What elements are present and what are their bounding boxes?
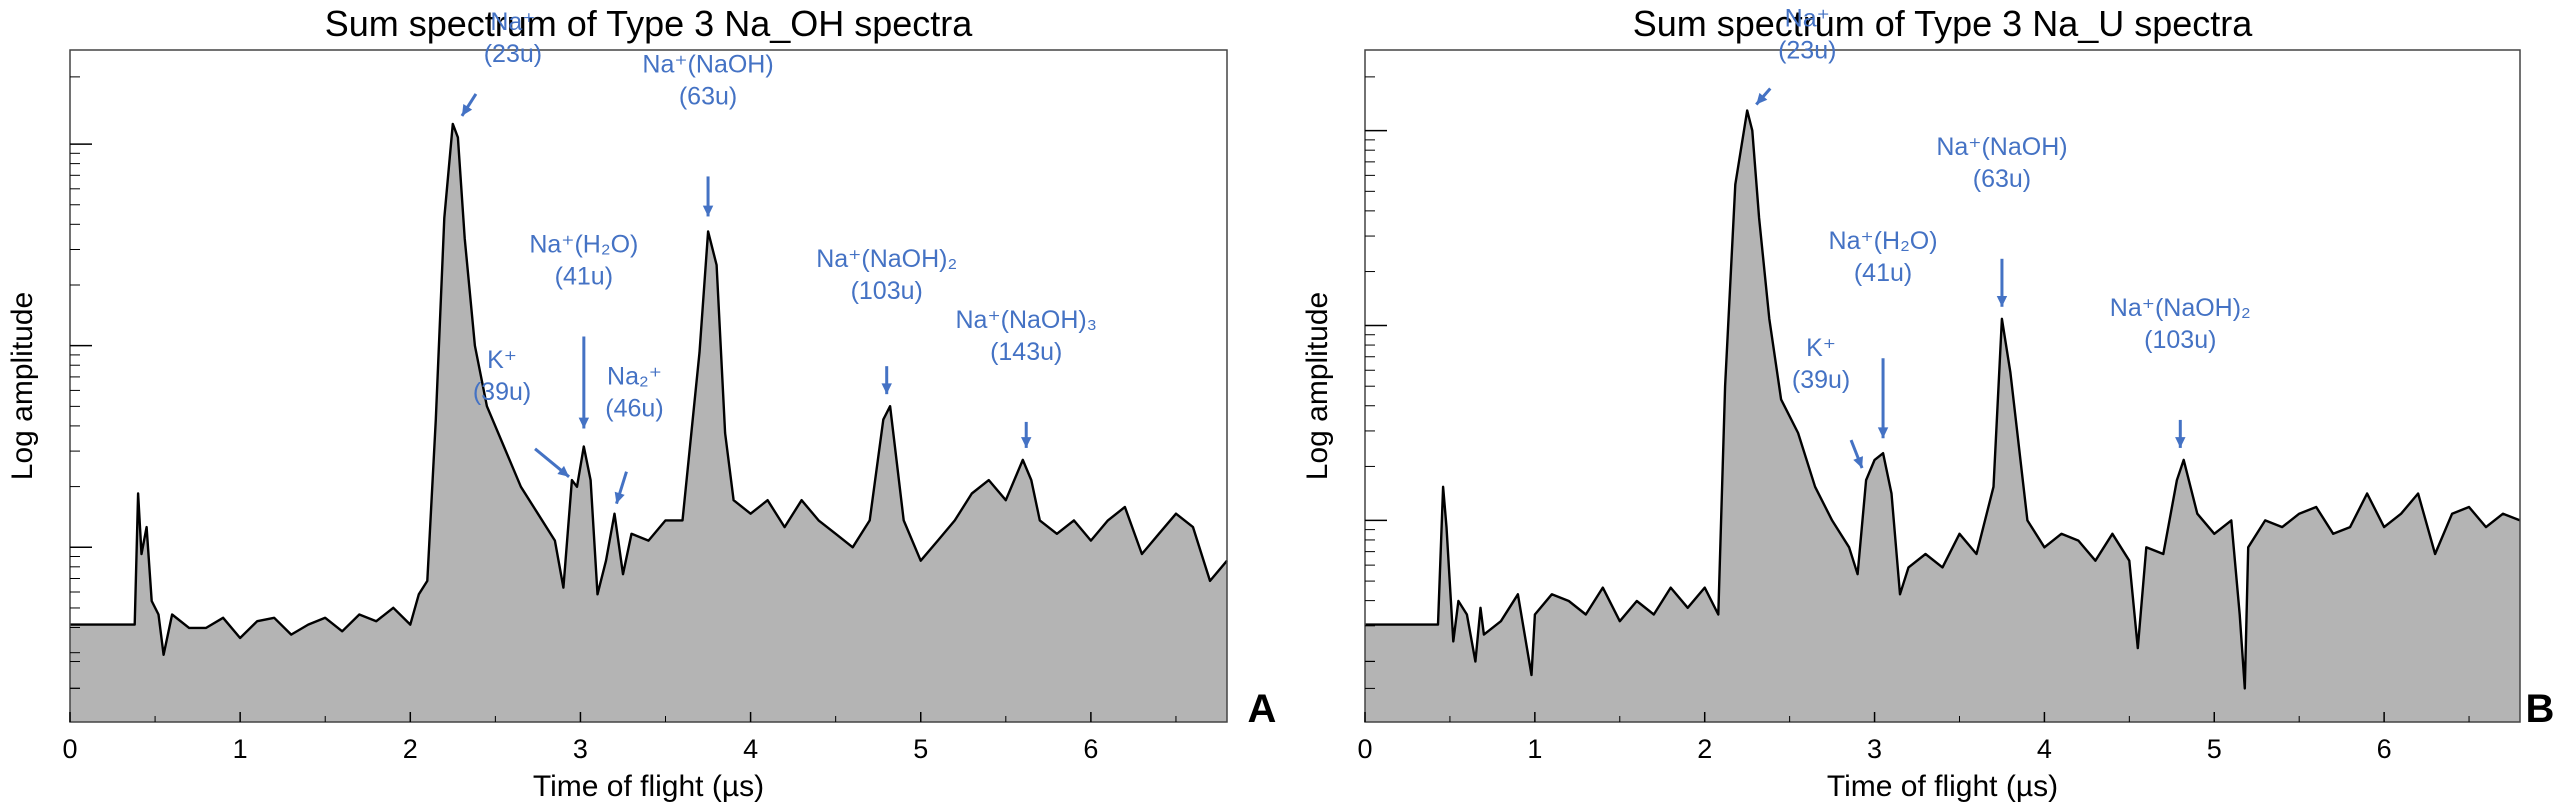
- annotation-ion-label: Na⁺(NaOH)₃: [955, 306, 1096, 334]
- peak-annotation: Na₂⁺ (46u): [605, 363, 664, 505]
- x-axis-label: Time of flight (µs): [533, 770, 764, 803]
- annotation-arrowhead: [702, 205, 714, 217]
- annotation-arrowhead: [578, 417, 590, 429]
- annotation-arrowhead: [461, 104, 473, 116]
- panel-a-chart: 0 1 2 3 4 5 6 Sum spectrum of Type 3 Na_OH spec…: [6, 3, 1276, 803]
- x-tick-label: 3: [1867, 734, 1882, 764]
- peak-annotation: Na⁺(H₂O) (41u): [1829, 227, 1938, 439]
- spectrum-line: [70, 122, 1228, 656]
- annotation-mass-label: (39u): [473, 378, 531, 406]
- annotation-ion-label: Na⁺: [1785, 4, 1830, 32]
- peak-annotation: Na⁺(NaOH)₂ (103u): [2110, 294, 2251, 448]
- annotation-mass-label: (23u): [484, 40, 542, 68]
- annotation-arrowhead: [881, 383, 892, 395]
- annotation-ion-label: Na⁺(H₂O): [1829, 227, 1938, 255]
- peak-annotation: K⁺ (39u): [1792, 334, 1864, 469]
- annotation-ion-label: Na⁺: [490, 8, 535, 36]
- annotation-mass-label: (103u): [2144, 326, 2216, 354]
- peak-annotation: K⁺ (39u): [473, 346, 570, 478]
- annotation-mass-label: (143u): [990, 338, 1062, 366]
- spectrum-line: [1365, 109, 2521, 690]
- annotation-mass-label: (39u): [1792, 366, 1850, 394]
- panel-letter: A: [1248, 687, 1277, 731]
- annotation-ion-label: Na₂⁺: [607, 363, 662, 391]
- annotation-mass-label: (46u): [605, 395, 663, 423]
- annotation-mass-label: (103u): [851, 277, 923, 305]
- annotation-arrowhead: [614, 491, 625, 504]
- y-axis-label: Log amplitude: [1301, 292, 1334, 480]
- annotation-mass-label: (41u): [1854, 259, 1912, 287]
- annotation-arrowhead: [1756, 92, 1768, 105]
- x-tick-label: 1: [233, 734, 248, 764]
- annotation-ion-label: Na⁺(NaOH)₂: [816, 245, 957, 273]
- annotation-ion-label: K⁺: [1806, 334, 1836, 362]
- annotation-ion-label: Na⁺(NaOH): [642, 50, 773, 78]
- peak-annotation: Na⁺(NaOH)₂ (103u): [816, 245, 957, 395]
- annotation-mass-label: (23u): [1778, 36, 1836, 64]
- x-tick-label: 2: [1697, 734, 1712, 764]
- x-tick-label: 0: [62, 734, 77, 764]
- y-axis-label: Log amplitude: [6, 292, 39, 480]
- peak-annotation: Na⁺ (23u): [460, 8, 542, 117]
- peak-annotation: Na⁺(NaOH) (63u): [642, 50, 774, 217]
- annotation-arrowhead: [1877, 427, 1889, 439]
- annotation-mass-label: (41u): [555, 262, 613, 290]
- panel-b-chart: 0 1 2 3 4 5 6 Sum spectrum of Type 3 Na_U spect…: [1301, 3, 2554, 803]
- annotation-arrowhead: [557, 465, 570, 477]
- x-tick-label: 1: [1527, 734, 1542, 764]
- x-tick-label: 3: [573, 734, 588, 764]
- annotation-ion-label: Na⁺(NaOH): [1936, 133, 2067, 161]
- x-tick-label: 0: [1357, 734, 1372, 764]
- x-tick-label: 6: [1083, 734, 1098, 764]
- chart-title: Sum spectrum of Type 3 Na_U spectra: [1633, 3, 2254, 44]
- x-tick-label: 2: [403, 734, 418, 764]
- annotation-ion-label: K⁺: [487, 346, 517, 374]
- peak-annotation: Na⁺(NaOH)₃ (143u): [955, 306, 1097, 448]
- annotation-arrowhead: [2175, 437, 2186, 448]
- annotation-mass-label: (63u): [1973, 165, 2031, 193]
- x-tick-label: 5: [2207, 734, 2222, 764]
- peak-annotation: Na⁺ (23u): [1755, 4, 1836, 106]
- annotation-arrowhead: [1853, 456, 1863, 469]
- x-axis-label: Time of flight (µs): [1827, 770, 2058, 803]
- x-tick-label: 4: [2037, 734, 2052, 764]
- x-tick-label: 5: [913, 734, 928, 764]
- spectrum-area: [70, 123, 1227, 722]
- annotation-arrowhead: [1021, 437, 1032, 448]
- annotation-ion-label: Na⁺(H₂O): [529, 230, 638, 258]
- chart-title: Sum spectrum of Type 3 Na_OH spectra: [325, 3, 974, 44]
- peak-annotation: Na⁺(NaOH) (63u): [1936, 133, 2068, 307]
- annotation-ion-label: Na⁺(NaOH)₂: [2110, 294, 2251, 322]
- x-tick-label: 4: [743, 734, 758, 764]
- panel-letter: B: [2526, 687, 2555, 731]
- x-tick-label: 6: [2377, 734, 2392, 764]
- plot-frame: [69, 49, 1228, 723]
- peak-annotation: Na⁺(H₂O) (41u): [529, 230, 638, 429]
- annotation-mass-label: (63u): [679, 82, 737, 110]
- annotation-arrowhead: [1996, 295, 2008, 307]
- spectrum-area: [1365, 110, 2520, 722]
